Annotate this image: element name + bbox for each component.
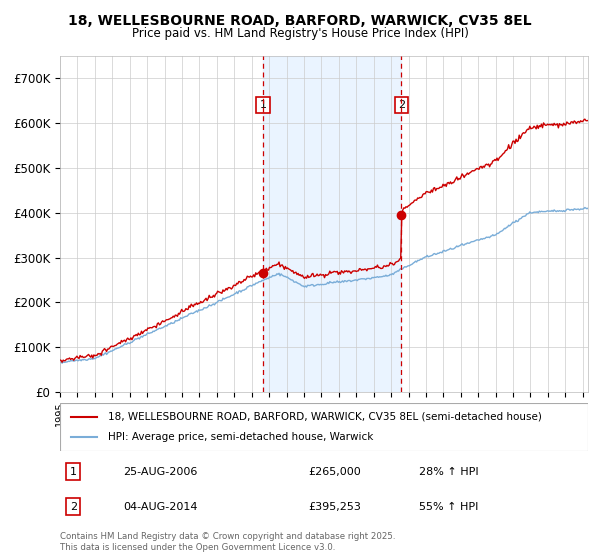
- Text: £395,253: £395,253: [308, 502, 361, 512]
- Text: 18, WELLESBOURNE ROAD, BARFORD, WARWICK, CV35 8EL (semi-detached house): 18, WELLESBOURNE ROAD, BARFORD, WARWICK,…: [107, 412, 541, 422]
- Text: Contains HM Land Registry data © Crown copyright and database right 2025.
This d: Contains HM Land Registry data © Crown c…: [60, 532, 395, 552]
- Text: 55% ↑ HPI: 55% ↑ HPI: [419, 502, 478, 512]
- FancyBboxPatch shape: [60, 403, 588, 451]
- Text: 18, WELLESBOURNE ROAD, BARFORD, WARWICK, CV35 8EL: 18, WELLESBOURNE ROAD, BARFORD, WARWICK,…: [68, 14, 532, 28]
- Text: 04-AUG-2014: 04-AUG-2014: [124, 502, 198, 512]
- Text: HPI: Average price, semi-detached house, Warwick: HPI: Average price, semi-detached house,…: [107, 432, 373, 442]
- Text: 28% ↑ HPI: 28% ↑ HPI: [419, 467, 479, 477]
- Text: 2: 2: [398, 100, 405, 110]
- Text: 25-AUG-2006: 25-AUG-2006: [124, 467, 198, 477]
- Text: 1: 1: [260, 100, 266, 110]
- Text: Price paid vs. HM Land Registry's House Price Index (HPI): Price paid vs. HM Land Registry's House …: [131, 27, 469, 40]
- Text: 1: 1: [70, 467, 77, 477]
- Text: 2: 2: [70, 502, 77, 512]
- Text: £265,000: £265,000: [308, 467, 361, 477]
- Bar: [263, 56, 401, 392]
